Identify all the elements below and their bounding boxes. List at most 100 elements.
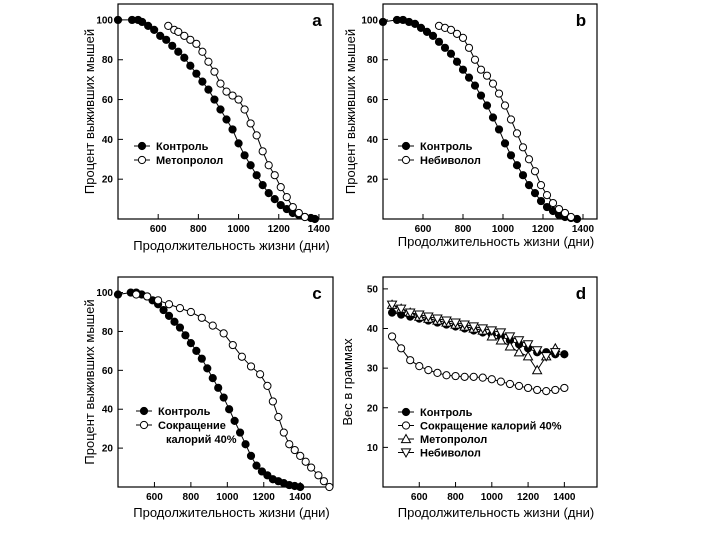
series-line — [117, 292, 301, 488]
y-axis-label: Процент выживших мышей — [82, 299, 97, 464]
data-point — [246, 451, 256, 460]
data-point — [174, 27, 183, 36]
data-point — [500, 101, 510, 110]
data-point — [422, 312, 434, 323]
data-point — [500, 139, 510, 148]
data-point — [285, 440, 294, 449]
data-point — [404, 308, 416, 319]
y-tick-label: 20 — [367, 403, 379, 414]
data-point — [542, 202, 552, 212]
data-point — [469, 372, 478, 381]
chart-panel-d: 10 20 30 40 50 600 800 1000 1200 1400 Продолжитель… — [340, 276, 598, 520]
data-point — [294, 208, 303, 218]
data-point — [536, 181, 546, 190]
data-point — [387, 332, 397, 341]
data-point — [300, 212, 309, 222]
data-point — [530, 167, 540, 176]
panel-letter: b — [576, 11, 586, 30]
data-point — [325, 482, 334, 492]
data-point — [495, 334, 507, 345]
data-point — [428, 31, 438, 40]
y-axis-label: Процент выживших мышей — [82, 29, 97, 194]
data-point — [210, 95, 219, 104]
data-point — [175, 304, 185, 313]
chart-panel-a: 20 40 60 80 100 600 800 1000 1200 1400 Продолжител… — [82, 3, 334, 253]
data-point — [470, 55, 480, 64]
y-tick-label: 100 — [96, 15, 113, 26]
data-point — [415, 362, 424, 371]
data-point — [551, 385, 560, 395]
x-axis-label: Продолжительность жизни (дни) — [398, 505, 594, 520]
y-tick-label: 20 — [102, 444, 114, 455]
data-point — [416, 23, 426, 32]
data-point — [279, 428, 288, 437]
data-point — [566, 212, 576, 222]
data-point — [512, 161, 522, 170]
data-point — [282, 193, 291, 202]
y-tick-label: 80 — [102, 55, 114, 66]
data-point — [197, 313, 206, 322]
data-point — [270, 171, 279, 180]
data-point — [548, 198, 558, 208]
x-tick-label: 600 — [411, 492, 428, 503]
data-point — [494, 89, 504, 98]
x-tick-label: 1000 — [227, 224, 250, 235]
data-point — [442, 371, 451, 380]
data-point — [513, 346, 525, 357]
y-tick-label: 40 — [102, 405, 114, 416]
data-point — [307, 463, 316, 472]
data-point — [512, 129, 522, 138]
data-point — [386, 300, 398, 311]
data-point — [288, 202, 297, 212]
data-point — [234, 139, 243, 148]
data-point — [458, 33, 468, 42]
data-point — [228, 340, 237, 350]
data-point — [310, 214, 320, 224]
data-point — [186, 61, 195, 70]
data-point — [488, 79, 498, 88]
data-point — [518, 143, 528, 152]
data-point — [495, 328, 507, 339]
data-point — [235, 428, 245, 437]
data-point — [524, 155, 534, 164]
legend-marker — [401, 407, 411, 417]
data-point — [424, 366, 433, 375]
data-point — [150, 25, 159, 34]
data-point — [180, 31, 189, 40]
legend-marker — [137, 155, 147, 165]
x-tick-label: 600 — [415, 224, 432, 235]
data-point — [522, 350, 534, 361]
data-point — [460, 372, 469, 381]
x-axis-label: Продолжительность жизни (дни) — [398, 234, 594, 249]
data-point — [210, 67, 219, 76]
data-point — [533, 385, 542, 395]
legend-label: Небиволол — [420, 155, 481, 167]
data-point — [252, 131, 261, 140]
data-point — [192, 69, 201, 78]
data-point — [263, 471, 272, 480]
legend-label: Контроль — [420, 407, 473, 419]
data-point — [422, 27, 432, 36]
x-tick-label: 1000 — [216, 492, 239, 503]
data-point — [256, 370, 265, 379]
data-point — [222, 87, 231, 96]
x-tick-label: 1200 — [532, 224, 555, 235]
data-point — [153, 296, 163, 305]
data-point — [164, 311, 174, 320]
data-point — [264, 189, 273, 198]
data-point — [276, 200, 285, 210]
y-tick-label: 100 — [96, 288, 113, 299]
x-tick-label: 1400 — [553, 492, 576, 503]
data-point — [441, 316, 452, 327]
data-point — [290, 445, 299, 455]
data-point — [464, 43, 474, 52]
data-point — [482, 101, 492, 110]
x-tick-label: 800 — [455, 224, 472, 235]
data-point — [477, 324, 489, 335]
data-point — [230, 416, 239, 425]
data-point — [258, 147, 267, 156]
data-point — [560, 383, 569, 393]
data-point — [451, 371, 460, 381]
x-tick-label: 1200 — [253, 492, 276, 503]
data-point — [156, 31, 165, 40]
